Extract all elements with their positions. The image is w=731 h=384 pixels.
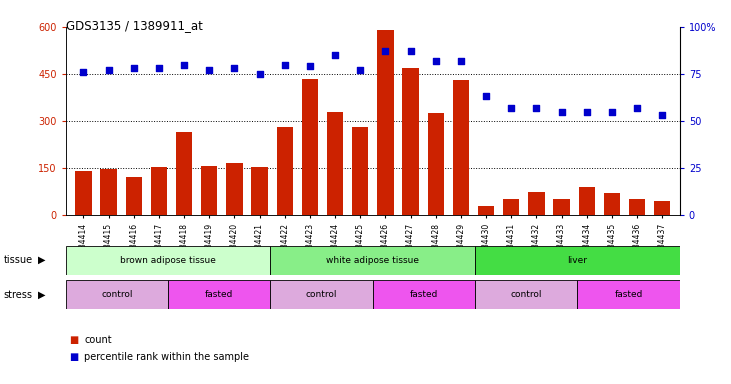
Point — [77, 69, 89, 75]
Point — [430, 58, 442, 64]
Bar — [475, 246, 680, 275]
Bar — [475, 280, 577, 309]
Point — [606, 109, 618, 115]
Text: fasted: fasted — [615, 290, 643, 299]
Bar — [276, 127, 293, 215]
Text: white adipose tissue: white adipose tissue — [326, 256, 420, 265]
Point — [153, 65, 164, 71]
Bar — [629, 199, 645, 215]
Point — [405, 48, 417, 55]
Point — [531, 105, 542, 111]
Text: count: count — [84, 335, 112, 345]
Bar — [302, 79, 318, 215]
Point — [203, 67, 215, 73]
Text: fasted: fasted — [205, 290, 233, 299]
Bar — [654, 201, 670, 215]
Text: control: control — [101, 290, 133, 299]
Text: ■: ■ — [69, 335, 79, 345]
Text: control: control — [510, 290, 542, 299]
Text: ▶: ▶ — [38, 255, 45, 265]
Point — [178, 61, 190, 68]
Text: control: control — [306, 290, 338, 299]
Text: tissue: tissue — [4, 255, 33, 265]
Text: liver: liver — [567, 256, 588, 265]
Bar — [452, 80, 469, 215]
Point — [254, 71, 265, 77]
Point — [304, 63, 316, 70]
Text: ■: ■ — [69, 352, 79, 362]
Bar — [352, 127, 368, 215]
Bar — [377, 30, 393, 215]
Bar — [553, 199, 569, 215]
Bar — [151, 167, 167, 215]
Bar — [478, 206, 494, 215]
Bar — [373, 280, 475, 309]
Point — [128, 65, 140, 71]
Bar — [66, 280, 168, 309]
Bar — [270, 280, 373, 309]
Bar — [503, 199, 520, 215]
Bar — [428, 113, 444, 215]
Point — [355, 67, 366, 73]
Bar — [270, 246, 475, 275]
Bar — [75, 171, 91, 215]
Point — [103, 67, 115, 73]
Bar — [126, 177, 142, 215]
Bar — [578, 187, 595, 215]
Bar — [100, 169, 117, 215]
Point — [480, 93, 492, 99]
Point — [505, 105, 517, 111]
Point — [279, 61, 291, 68]
Bar — [529, 192, 545, 215]
Bar — [66, 246, 270, 275]
Bar — [226, 163, 243, 215]
Bar — [577, 280, 680, 309]
Point — [229, 65, 240, 71]
Point — [556, 109, 567, 115]
Point — [581, 109, 593, 115]
Bar — [168, 280, 270, 309]
Point — [656, 112, 668, 118]
Point — [329, 52, 341, 58]
Text: brown adipose tissue: brown adipose tissue — [120, 256, 216, 265]
Text: percentile rank within the sample: percentile rank within the sample — [84, 352, 249, 362]
Point — [631, 105, 643, 111]
Text: GDS3135 / 1389911_at: GDS3135 / 1389911_at — [66, 19, 202, 32]
Bar — [402, 68, 419, 215]
Point — [455, 58, 466, 64]
Bar — [251, 167, 268, 215]
Bar — [176, 132, 192, 215]
Text: stress: stress — [4, 290, 33, 300]
Bar — [327, 112, 344, 215]
Point — [379, 48, 391, 55]
Text: fasted: fasted — [410, 290, 438, 299]
Bar — [604, 193, 620, 215]
Bar — [201, 166, 217, 215]
Text: ▶: ▶ — [38, 290, 45, 300]
